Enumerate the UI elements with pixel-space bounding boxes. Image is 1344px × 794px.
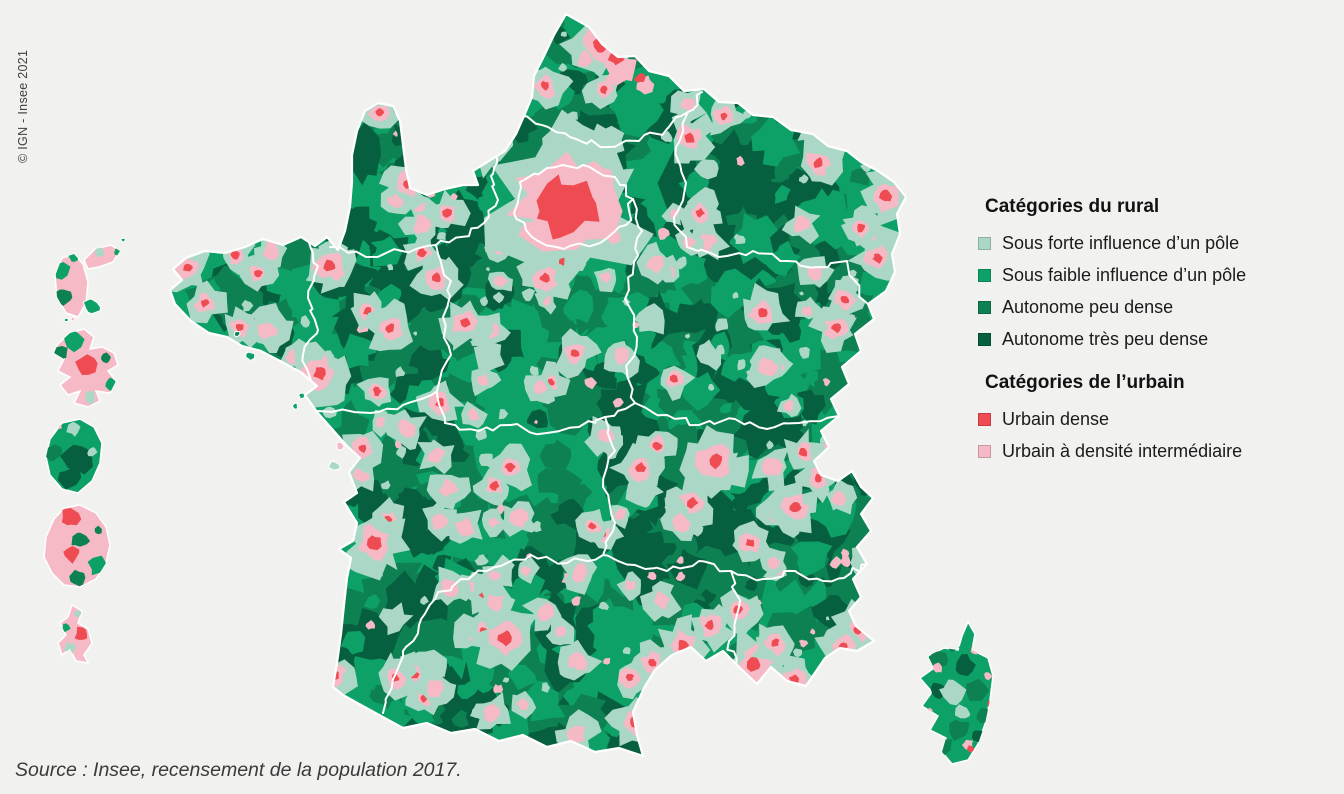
legend-urban-items: Urbain dense Urbain à densité intermédiai… (978, 403, 1246, 467)
legend-rural-block: Catégories du rural Sous forte influence… (978, 196, 1246, 355)
legend-item-label: Autonome peu dense (1002, 296, 1174, 317)
source-note: Source : Insee, recensement de la popula… (15, 759, 462, 781)
copyright-note: © IGN - Insee 2021 (16, 49, 30, 163)
coastal-islands (233, 330, 345, 471)
legend-swatch (978, 300, 991, 314)
legend-rural-items: Sous forte influence d’un pôle Sous faibl… (978, 227, 1246, 355)
legend-item-label: Urbain dense (1002, 408, 1110, 429)
legend-swatch (978, 236, 991, 250)
legend-item: Sous faible influence d’un pôle (978, 259, 1246, 291)
legend-item-label: Sous forte influence d’un pôle (1002, 232, 1240, 253)
legend-swatch (978, 332, 991, 346)
territory-guadeloupe (83, 244, 122, 270)
legend-item-label: Autonome très peu dense (1002, 328, 1209, 349)
legend-item: Sous forte influence d’un pôle (978, 227, 1246, 259)
legend-swatch (978, 444, 991, 458)
overseas-territories (43, 237, 994, 765)
legend-item-label: Sous faible influence d’un pôle (1002, 264, 1247, 285)
legend-item-label: Urbain à densité intermédiaire (1002, 440, 1243, 461)
legend-item: Autonome très peu dense (978, 323, 1246, 355)
map-legend: Catégories du rural Sous forte influence… (978, 196, 1246, 467)
legend-rural-title: Catégories du rural (985, 196, 1160, 217)
legend-item: Urbain dense (978, 403, 1246, 435)
legend-item: Autonome peu dense (978, 291, 1246, 323)
legend-item: Urbain à densité intermédiaire (978, 435, 1246, 467)
legend-urban-block: Catégories de l’urbain Urbain dense Urbai… (978, 372, 1246, 467)
legend-urban-title: Catégories de l’urbain (985, 372, 1185, 393)
region-borders (301, 91, 869, 714)
legend-swatch (978, 268, 991, 282)
legend-swatch (978, 412, 991, 426)
coastline (168, 12, 908, 758)
